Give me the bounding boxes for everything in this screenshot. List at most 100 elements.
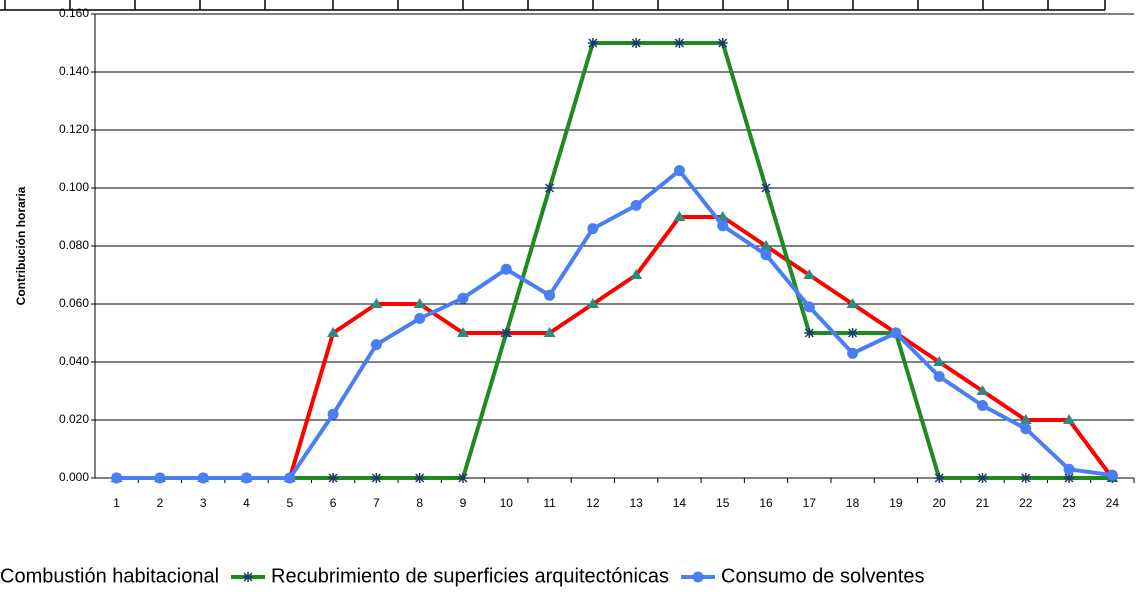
marker: [371, 473, 382, 483]
marker: [457, 292, 469, 304]
marker: [328, 473, 339, 483]
legend-label: Consumo de solventes: [721, 565, 924, 587]
x-tick-label: 12: [586, 496, 600, 510]
marker: [760, 249, 772, 261]
series: [111, 38, 1118, 483]
marker: [1020, 473, 1031, 483]
series: [111, 165, 1118, 484]
marker: [284, 472, 296, 484]
x-tick-label: 19: [889, 496, 903, 510]
marker: [370, 298, 383, 308]
marker: [673, 165, 685, 177]
marker: [717, 38, 728, 48]
marker: [1064, 473, 1075, 483]
marker: [586, 298, 599, 308]
marker: [543, 327, 556, 337]
series: [110, 211, 1119, 482]
y-tick-label: 0.140: [59, 64, 89, 78]
marker: [760, 240, 773, 250]
x-tick-label: 14: [673, 496, 687, 510]
x-tick-label: 21: [976, 496, 990, 510]
marker: [154, 472, 166, 484]
marker: [847, 328, 858, 338]
x-tick-label: 5: [286, 496, 293, 510]
marker: [933, 371, 945, 382]
x-tick-label: 9: [460, 496, 467, 510]
line: [116, 41, 1113, 480]
x-tick-label: 18: [846, 496, 860, 510]
marker: [1020, 423, 1032, 435]
marker: [673, 211, 686, 221]
marker: [197, 472, 209, 484]
marker: [1063, 414, 1076, 424]
marker: [630, 199, 642, 211]
marker: [976, 400, 988, 411]
x-tick-label: 6: [330, 496, 337, 510]
marker: [111, 472, 123, 484]
marker: [631, 38, 642, 48]
x-tick-label: 10: [500, 496, 514, 510]
marker: [241, 472, 253, 484]
marker: [804, 328, 815, 338]
marker: [457, 473, 468, 483]
y-tick-label: 0.160: [59, 6, 89, 20]
marker: [716, 211, 729, 221]
marker: [327, 327, 340, 337]
y-tick-label: 0.100: [59, 180, 89, 194]
marker: [692, 571, 704, 583]
x-tick-label: 16: [759, 496, 773, 510]
legend-label: Recubrimiento de superficies arquitectón…: [271, 565, 669, 587]
marker: [761, 183, 772, 193]
marker: [847, 347, 859, 359]
marker: [890, 327, 902, 339]
y-axis-label: Contribución horaria: [14, 186, 28, 305]
y-tick-label: 0.040: [59, 354, 89, 368]
marker: [501, 328, 512, 338]
x-tick-label: 22: [1019, 496, 1033, 510]
x-tick-label: 13: [629, 496, 643, 510]
marker: [934, 473, 945, 483]
marker: [370, 339, 382, 351]
marker: [544, 183, 555, 193]
marker: [327, 408, 339, 420]
line: [116, 215, 1114, 480]
x-tick-label: 2: [157, 496, 164, 510]
marker: [674, 38, 685, 48]
y-tick-label: 0.000: [59, 470, 89, 484]
x-tick-label: 7: [373, 496, 380, 510]
x-tick-label: 4: [243, 496, 250, 510]
x-tick-label: 23: [1062, 496, 1076, 510]
x-tick-label: 17: [803, 496, 817, 510]
x-tick-label: 8: [416, 496, 423, 510]
marker: [933, 356, 946, 366]
legend-label: Combustión habitacional: [0, 565, 219, 587]
marker: [803, 269, 816, 279]
x-tick-label: 15: [716, 496, 730, 510]
marker: [977, 473, 988, 483]
y-tick-label: 0.120: [59, 122, 89, 136]
marker: [243, 572, 254, 582]
marker: [414, 313, 426, 324]
marker: [413, 298, 426, 308]
x-tick-label: 3: [200, 496, 207, 510]
x-tick-label: 24: [1106, 496, 1120, 510]
marker: [846, 298, 859, 308]
marker: [630, 269, 643, 279]
marker: [544, 289, 556, 301]
marker: [587, 38, 598, 48]
x-tick-label: 20: [933, 496, 947, 510]
x-tick-label: 1: [113, 496, 120, 510]
x-tick-label: 11: [543, 496, 556, 510]
marker: [1063, 463, 1075, 475]
marker: [717, 220, 729, 232]
marker: [976, 385, 989, 395]
marker: [500, 263, 512, 275]
table-edge: [0, 0, 1106, 11]
marker: [414, 473, 425, 483]
y-tick-label: 0.080: [59, 238, 89, 252]
marker: [1106, 469, 1118, 481]
marker: [456, 327, 469, 337]
marker: [1019, 414, 1032, 424]
